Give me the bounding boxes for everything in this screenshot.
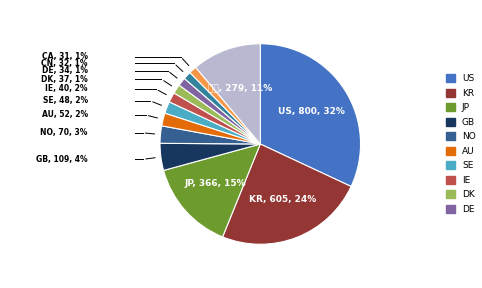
Wedge shape — [160, 143, 260, 170]
Wedge shape — [174, 85, 260, 144]
Text: NO, 70, 3%: NO, 70, 3% — [40, 128, 88, 137]
Wedge shape — [165, 102, 260, 144]
Text: KR, 605, 24%: KR, 605, 24% — [249, 196, 316, 204]
Wedge shape — [161, 113, 260, 144]
Text: AU, 52, 2%: AU, 52, 2% — [42, 111, 88, 120]
Text: CN, 32, 1%: CN, 32, 1% — [41, 59, 88, 68]
Text: GB, 109, 4%: GB, 109, 4% — [36, 155, 88, 164]
Text: IE, 40, 2%: IE, 40, 2% — [45, 84, 88, 94]
Wedge shape — [190, 67, 260, 144]
Wedge shape — [260, 44, 361, 186]
Wedge shape — [196, 44, 260, 144]
Text: DE, 34, 1%: DE, 34, 1% — [42, 66, 88, 75]
Wedge shape — [163, 144, 260, 237]
Wedge shape — [169, 93, 260, 144]
Wedge shape — [185, 73, 260, 144]
Text: JP, 366, 15%: JP, 366, 15% — [185, 179, 246, 188]
Text: DK, 37, 1%: DK, 37, 1% — [41, 75, 88, 84]
Wedge shape — [179, 78, 260, 144]
Text: 기타, 279, 11%: 기타, 279, 11% — [208, 83, 272, 92]
Legend: US, KR, JP, GB, NO, AU, SE, IE, DK, DE: US, KR, JP, GB, NO, AU, SE, IE, DK, DE — [444, 72, 478, 216]
Text: US, 800, 32%: US, 800, 32% — [278, 107, 345, 116]
Wedge shape — [223, 144, 351, 244]
Text: SE, 48, 2%: SE, 48, 2% — [43, 96, 88, 105]
Text: CA, 31, 1%: CA, 31, 1% — [42, 52, 88, 61]
Wedge shape — [160, 126, 260, 144]
